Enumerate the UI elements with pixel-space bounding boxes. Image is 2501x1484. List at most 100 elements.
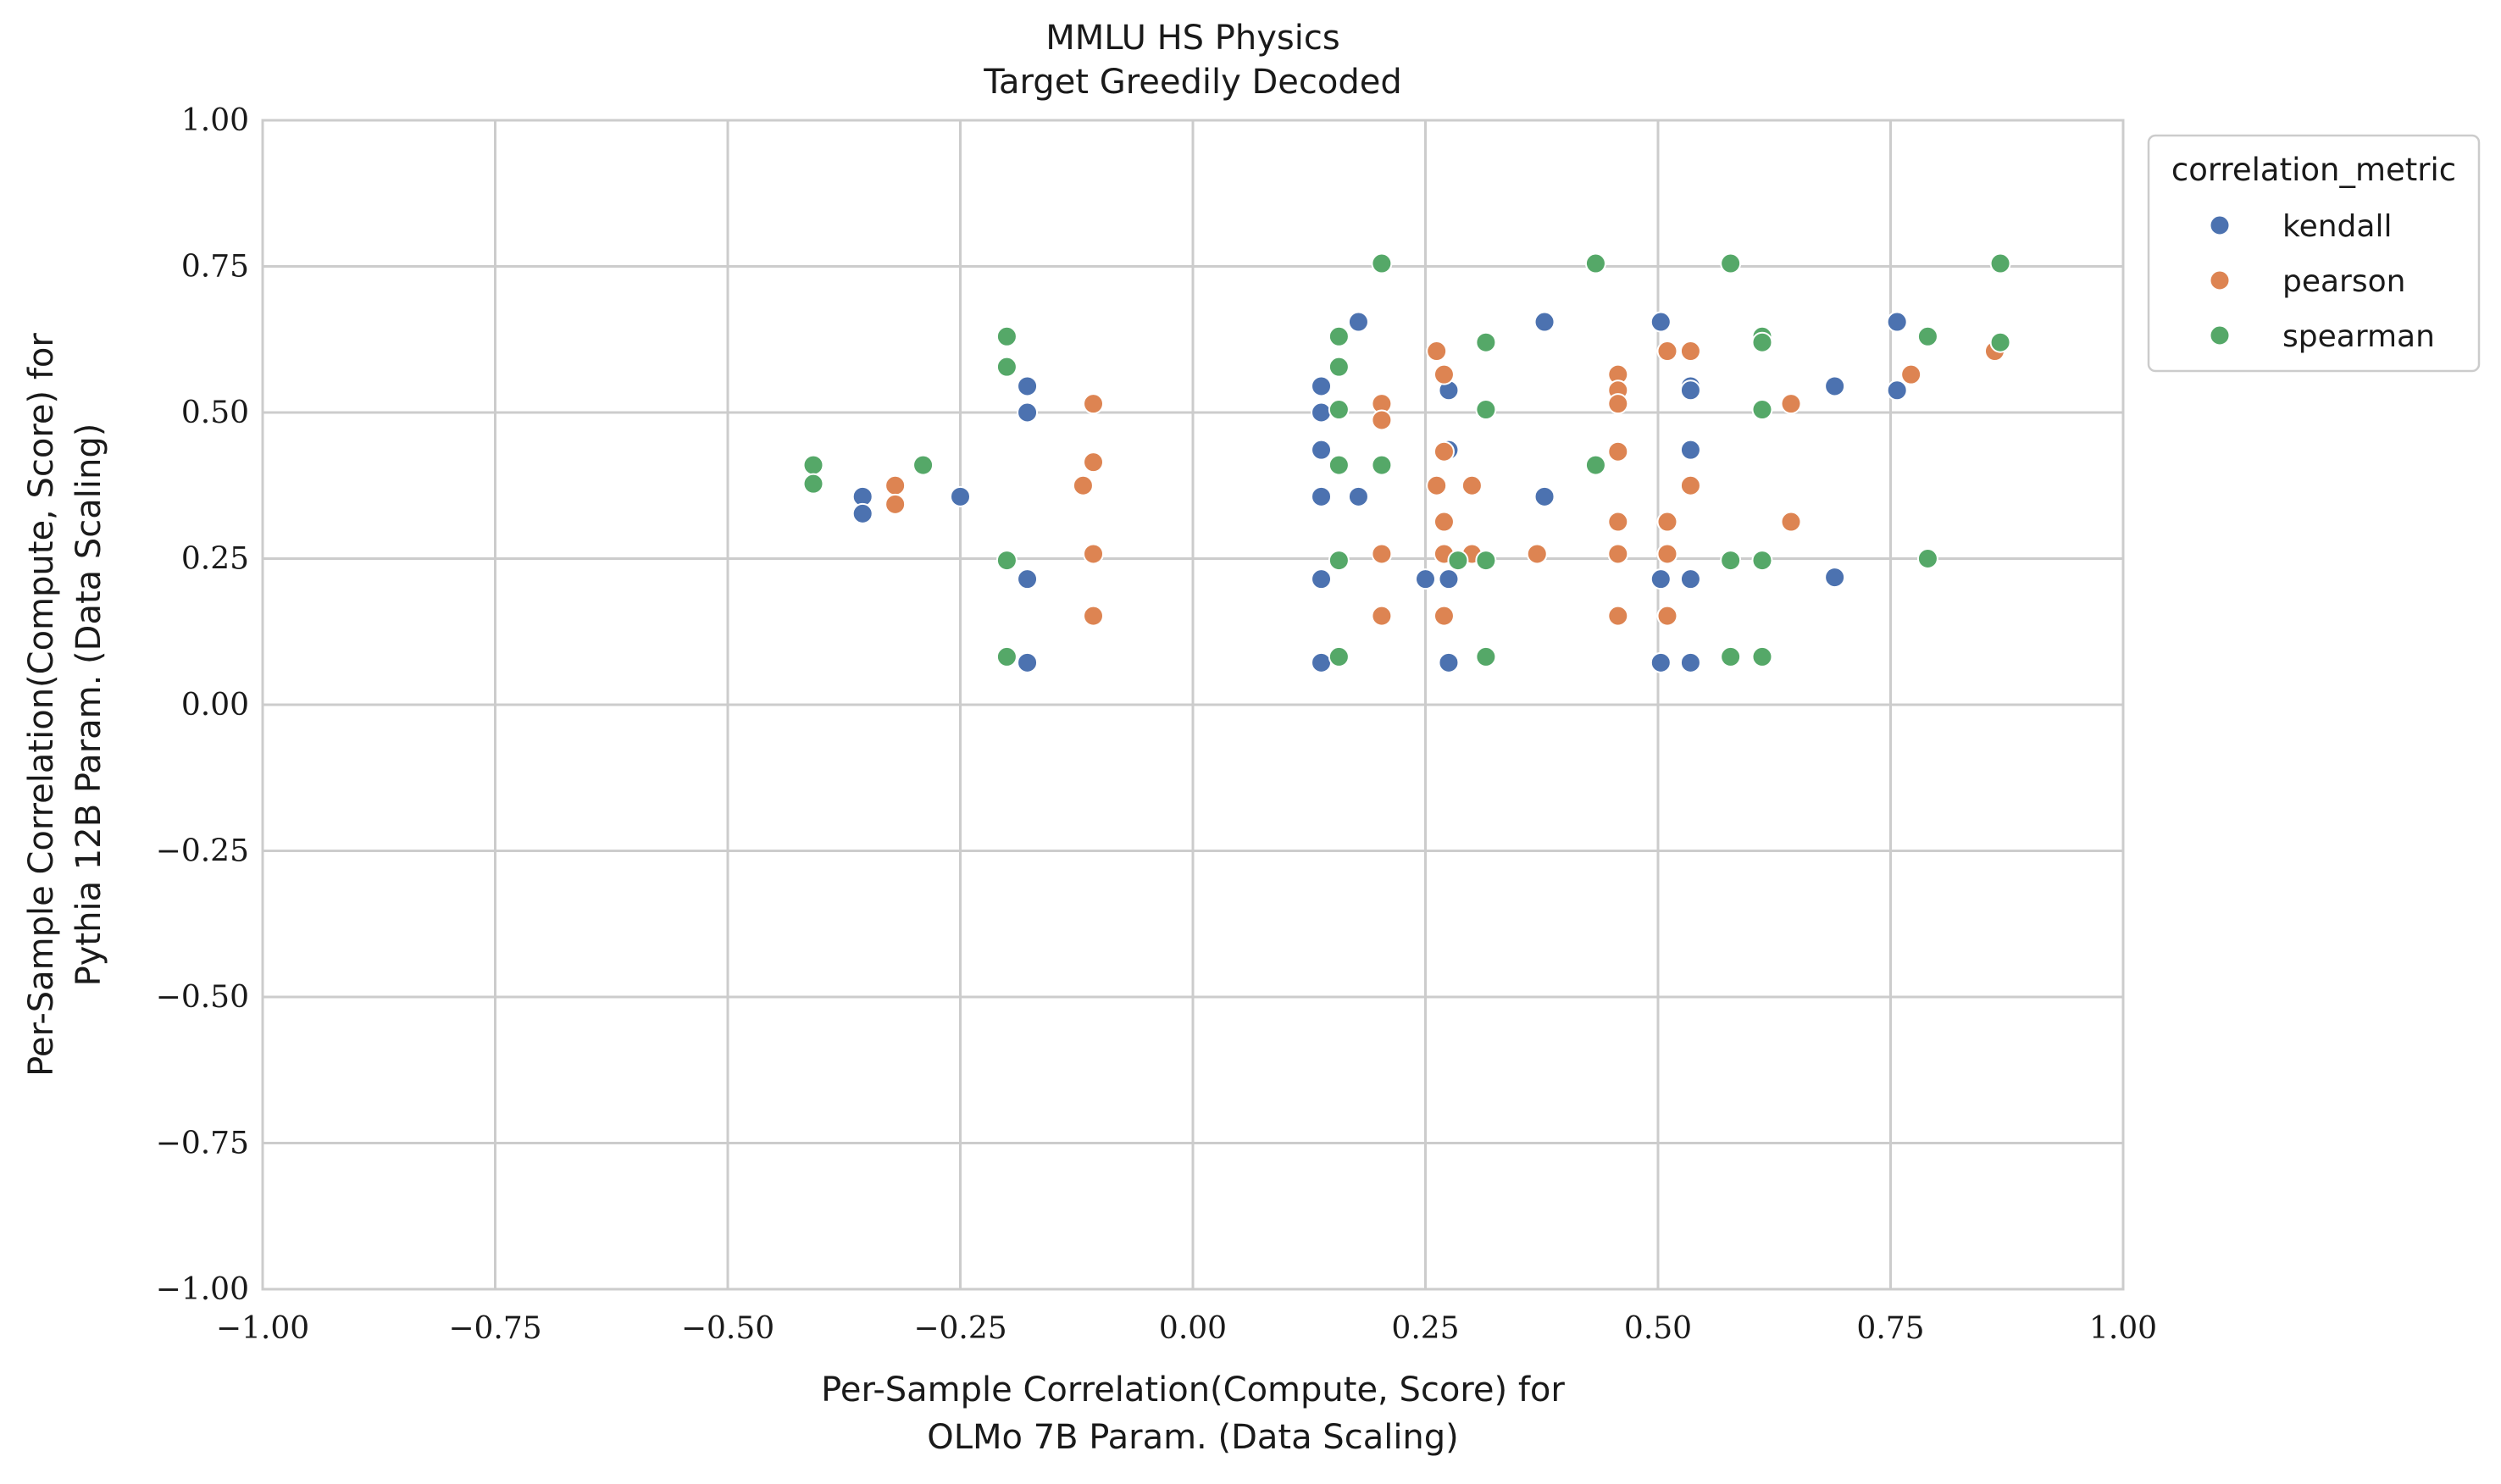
legend-label-spearman: spearman: [2282, 319, 2435, 354]
x-tick-label: −0.75: [448, 1311, 541, 1346]
data-point-kendall: [1679, 439, 1701, 461]
data-point-pearson: [1607, 440, 1629, 462]
data-point-kendall: [1886, 311, 1908, 333]
x-tick-label: 1.00: [2089, 1311, 2157, 1346]
x-tick-label: 0.25: [1391, 1311, 1459, 1346]
data-point-kendall: [1650, 651, 1672, 673]
y-tick-label: 0.25: [181, 542, 249, 577]
data-point-kendall: [851, 502, 873, 524]
data-point-spearman: [1720, 645, 1742, 667]
grid-lines: [261, 119, 2125, 1291]
data-point-spearman: [1584, 252, 1606, 274]
legend-label-pearson: pearson: [2282, 264, 2405, 299]
data-point-spearman: [1371, 454, 1393, 476]
data-point-kendall: [1311, 439, 1333, 461]
data-point-spearman: [1989, 252, 2011, 274]
data-point-spearman: [995, 645, 1018, 667]
data-point-pearson: [1433, 363, 1455, 385]
legend-label-kendall: kendall: [2282, 209, 2392, 244]
y-axis-label-line2: Pythia 12B Param. (Data Scaling): [69, 424, 108, 987]
data-point-kendall: [1650, 311, 1672, 333]
data-point-pearson: [1607, 393, 1629, 415]
x-tick-label: 0.00: [1159, 1311, 1227, 1346]
data-point-spearman: [1328, 454, 1350, 476]
data-point-spearman: [1720, 550, 1742, 572]
data-point-pearson: [1607, 543, 1629, 565]
data-point-kendall: [1311, 651, 1333, 673]
data-point-pearson: [1083, 543, 1105, 565]
data-point-spearman: [1328, 550, 1350, 572]
data-point-spearman: [1371, 252, 1393, 274]
data-point-pearson: [1433, 605, 1455, 627]
data-point-spearman: [995, 325, 1018, 347]
data-point-spearman: [912, 454, 934, 476]
data-point-spearman: [1475, 645, 1497, 667]
data-point-pearson: [1679, 474, 1701, 496]
data-points: [802, 252, 2011, 673]
data-point-pearson: [1461, 474, 1483, 496]
data-point-kendall: [1824, 375, 1846, 397]
data-point-kendall: [1824, 567, 1846, 589]
data-point-kendall: [1886, 379, 1908, 401]
x-tick-label: −1.00: [216, 1311, 309, 1346]
data-point-kendall: [1017, 401, 1039, 424]
x-tick-label: −0.25: [913, 1311, 1006, 1346]
y-tick-label: −0.50: [156, 980, 249, 1015]
data-point-kendall: [1311, 485, 1333, 507]
data-point-pearson: [1656, 605, 1678, 627]
data-point-spearman: [802, 454, 824, 476]
data-point-pearson: [1679, 341, 1701, 363]
chart-subtitle: Target Greedily Decoded: [983, 63, 1402, 102]
data-point-spearman: [995, 550, 1018, 572]
data-point-kendall: [1311, 568, 1333, 590]
data-point-kendall: [1017, 568, 1039, 590]
data-point-spearman: [802, 473, 824, 495]
data-point-pearson: [1433, 440, 1455, 462]
data-point-pearson: [1656, 341, 1678, 363]
data-point-kendall: [1679, 568, 1701, 590]
data-point-spearman: [1447, 550, 1469, 572]
data-point-pearson: [884, 493, 907, 515]
data-point-spearman: [1751, 645, 1773, 667]
y-tick-label: −0.25: [156, 834, 249, 869]
x-tick-label: 0.75: [1856, 1311, 1924, 1346]
data-point-pearson: [1426, 341, 1448, 363]
data-point-spearman: [1916, 548, 1938, 569]
x-tick-labels: −1.00 −0.75 −0.50 −0.25 0.00 0.25 0.50 0.75 1.00: [216, 1311, 2157, 1346]
data-point-spearman: [1475, 331, 1497, 353]
data-point-pearson: [1433, 511, 1455, 533]
data-point-pearson: [1083, 605, 1105, 627]
data-point-spearman: [995, 356, 1018, 378]
data-point-spearman: [1751, 550, 1773, 572]
data-point-pearson: [1526, 543, 1548, 565]
legend-marker-pearson: [2209, 269, 2231, 291]
data-point-pearson: [1780, 393, 1802, 415]
y-tick-label: 0.50: [181, 396, 249, 430]
data-point-kendall: [1438, 651, 1460, 673]
y-tick-labels: −1.00 −0.75 −0.50 −0.25 0.00 0.25 0.50 0.75 1.00: [156, 103, 249, 1307]
data-point-pearson: [1072, 474, 1094, 496]
plot-frame: [261, 119, 2125, 1291]
data-point-kendall: [1347, 311, 1369, 333]
data-point-kendall: [1438, 568, 1460, 590]
data-point-spearman: [1916, 325, 1938, 347]
data-point-spearman: [1328, 356, 1350, 378]
data-point-pearson: [1607, 511, 1629, 533]
x-axis-label-line1: Per-Sample Correlation(Compute, Score) f…: [821, 1370, 1565, 1409]
data-point-pearson: [1656, 543, 1678, 565]
data-point-pearson: [1371, 605, 1393, 627]
data-point-kendall: [1679, 379, 1701, 401]
y-tick-label: −1.00: [156, 1272, 249, 1307]
data-point-spearman: [1328, 399, 1350, 421]
y-tick-label: 1.00: [181, 103, 249, 138]
data-point-pearson: [1607, 605, 1629, 627]
data-point-kendall: [1017, 651, 1039, 673]
data-point-pearson: [1900, 363, 1922, 385]
data-point-pearson: [1371, 543, 1393, 565]
data-point-pearson: [1371, 409, 1393, 431]
x-axis-label-line2: OLMo 7B Param. (Data Scaling): [927, 1418, 1459, 1457]
data-point-pearson: [884, 474, 907, 496]
data-point-spearman: [1720, 252, 1742, 274]
data-point-kendall: [1311, 375, 1333, 397]
data-point-pearson: [1426, 474, 1448, 496]
